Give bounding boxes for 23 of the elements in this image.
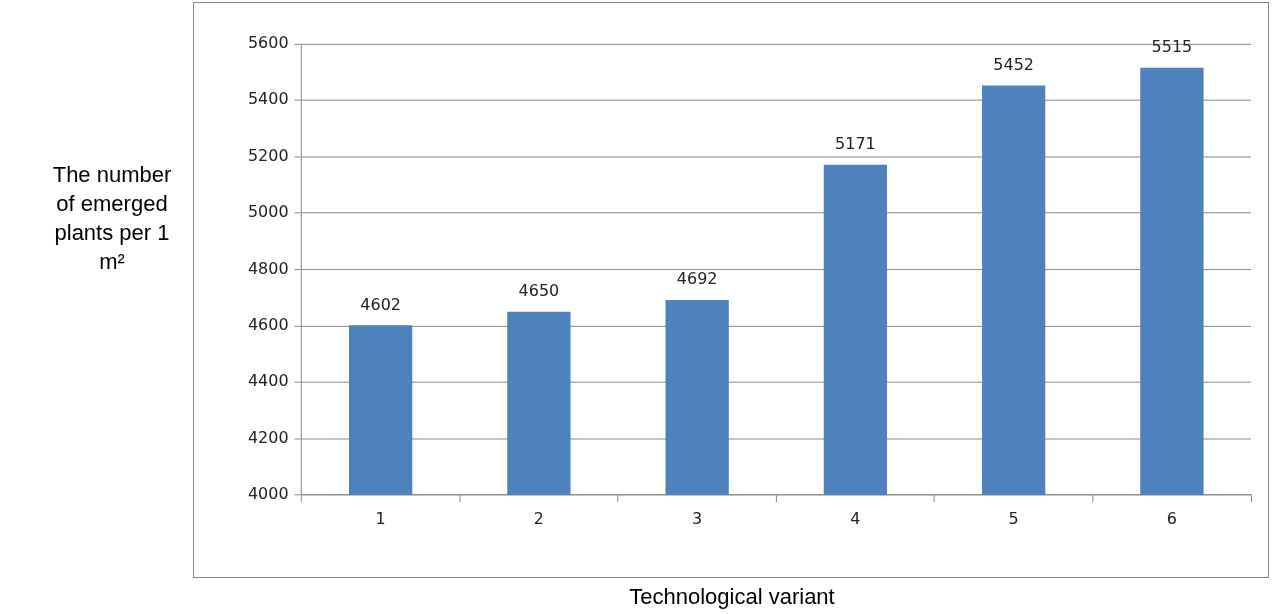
y-tick-label: 5400	[247, 89, 289, 109]
x-tick-label: 3	[692, 508, 703, 528]
y-tick-label: 4400	[247, 371, 289, 391]
y-tick-label: 5000	[247, 202, 289, 222]
y-tick-label: 4600	[247, 315, 289, 335]
y-axis-title: The number of emerged plants per 1 m²	[52, 161, 172, 276]
y-tick-label: 4800	[247, 258, 289, 278]
x-tick-label: 2	[533, 508, 544, 528]
x-tick-label: 4	[850, 508, 861, 528]
data-label: 5171	[835, 134, 876, 154]
x-tick-label: 5	[1008, 508, 1019, 528]
data-label: 4692	[676, 269, 718, 289]
x-tick-label: 6	[1166, 508, 1177, 528]
y-tick-label: 4200	[247, 427, 289, 447]
data-label: 4650	[518, 281, 560, 300]
y-tick-label: 4000	[247, 484, 289, 504]
y-tick-label: 5600	[247, 33, 289, 52]
data-label: 5452	[993, 54, 1034, 74]
x-tick-label: 1	[375, 508, 386, 528]
x-axis-title: Technological variant	[628, 584, 836, 610]
data-label: 4602	[360, 294, 401, 314]
y-tick-label: 5200	[247, 145, 289, 165]
data-label: 5515	[1151, 37, 1193, 57]
